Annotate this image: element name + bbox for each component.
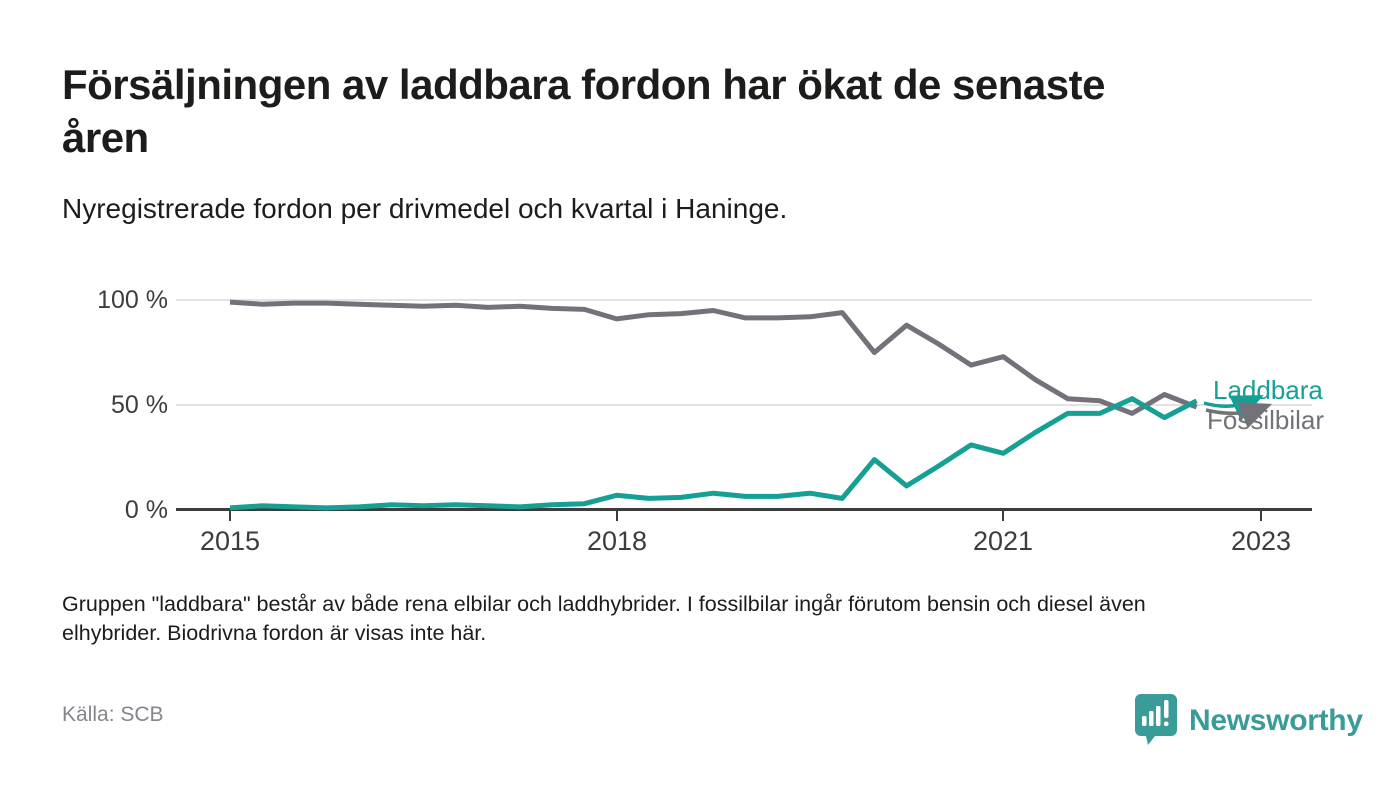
series-label-laddbara: Laddbara bbox=[1213, 375, 1323, 405]
page-title: Försäljningen av laddbara fordon har öka… bbox=[62, 58, 1352, 164]
x-axis-label-2021: 2021 bbox=[972, 526, 1034, 556]
x-tick-2023 bbox=[1260, 511, 1262, 521]
y-axis-label-50: 50 % bbox=[111, 391, 168, 419]
footnote-line2: elhybrider. Biodrivna fordon är visas in… bbox=[62, 621, 487, 645]
x-tick-2021 bbox=[1002, 511, 1004, 521]
fossilbilar-line bbox=[229, 299, 1198, 416]
y-axis-label-100: 100 % bbox=[97, 286, 168, 314]
footnote-line1: Gruppen "laddbara" består av både rena e… bbox=[62, 592, 1146, 616]
exclamation-bar bbox=[1164, 700, 1169, 718]
y-axis-label-0: 0 % bbox=[124, 496, 168, 524]
exclamation-dot bbox=[1164, 721, 1169, 726]
x-axis-label-2018: 2018 bbox=[586, 526, 648, 556]
series-label-fossilbilar: Fossilbilar bbox=[1207, 405, 1325, 435]
x-tick-2015 bbox=[229, 511, 231, 521]
footnote: Gruppen "laddbara" består av både rena e… bbox=[62, 590, 1362, 648]
gridline-50 bbox=[176, 404, 1312, 406]
source-label: Källa: SCB bbox=[62, 703, 164, 726]
x-axis-label-2015: 2015 bbox=[199, 526, 261, 556]
laddbara-line bbox=[229, 396, 1198, 511]
bar-chart-bar-3 bbox=[1156, 706, 1161, 726]
x-axis-line bbox=[176, 508, 1312, 511]
newsworthy-logo-text: Newsworthy bbox=[1189, 704, 1363, 737]
x-axis-label-2023: 2023 bbox=[1230, 526, 1292, 556]
page-title-line2: åren bbox=[62, 114, 149, 161]
chart-subtitle: Nyregistrerade fordon per drivmedel och … bbox=[62, 193, 788, 224]
gridline-100 bbox=[176, 299, 1312, 301]
bar-chart-bar-1 bbox=[1142, 716, 1147, 726]
newsworthy-logo-icon bbox=[1135, 694, 1177, 745]
x-tick-2018 bbox=[616, 511, 618, 521]
newsworthy-branding: Newsworthy bbox=[1133, 692, 1363, 750]
page-title-line1: Försäljningen av laddbara fordon har öka… bbox=[62, 61, 1105, 108]
bar-chart-bar-2 bbox=[1149, 711, 1154, 726]
